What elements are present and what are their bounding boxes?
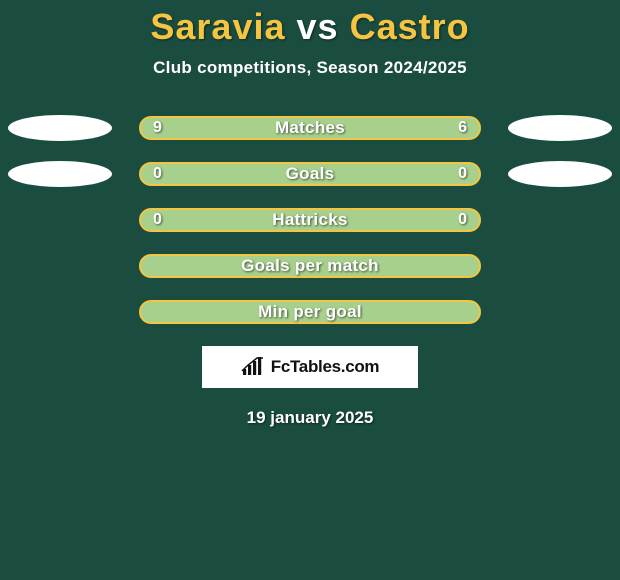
stat-row: Matches 9 6	[0, 116, 620, 140]
stat-label: Goals	[286, 164, 335, 184]
bar-chart-icon	[241, 357, 267, 377]
stat-row: Goals per match	[0, 254, 620, 278]
stat-pill: Hattricks 0 0	[139, 208, 481, 232]
stat-pill: Min per goal	[139, 300, 481, 324]
stat-label: Goals per match	[241, 256, 379, 276]
stat-row: Goals 0 0	[0, 162, 620, 186]
title-vs: vs	[297, 6, 339, 47]
stat-value-right: 0	[458, 165, 467, 183]
brand-box: FcTables.com	[202, 346, 418, 388]
stat-pill: Goals per match	[139, 254, 481, 278]
title-player1: Saravia	[150, 6, 285, 47]
stat-value-left: 0	[153, 211, 162, 229]
infographic-container: Saravia vs Castro Club competitions, Sea…	[0, 0, 620, 428]
stat-pill: Goals 0 0	[139, 162, 481, 186]
side-ellipse-left	[8, 161, 112, 187]
stat-pill: Matches 9 6	[139, 116, 481, 140]
stat-label: Min per goal	[258, 302, 362, 322]
date: 19 january 2025	[247, 408, 374, 428]
side-ellipse-right	[508, 115, 612, 141]
subtitle: Club competitions, Season 2024/2025	[153, 58, 467, 78]
title: Saravia vs Castro	[150, 6, 469, 48]
side-ellipse-right	[508, 161, 612, 187]
stat-value-right: 0	[458, 211, 467, 229]
stat-row: Min per goal	[0, 300, 620, 324]
stat-rows: Matches 9 6 Goals 0 0 Hattricks 0 0 Goals per mat…	[0, 116, 620, 324]
stat-label: Matches	[275, 118, 345, 138]
stat-label: Hattricks	[272, 210, 347, 230]
stat-row: Hattricks 0 0	[0, 208, 620, 232]
stat-value-right: 6	[458, 119, 467, 137]
stat-value-left: 0	[153, 165, 162, 183]
stat-value-left: 9	[153, 119, 162, 137]
side-ellipse-left	[8, 115, 112, 141]
brand-text: FcTables.com	[271, 357, 380, 377]
title-player2: Castro	[350, 6, 470, 47]
